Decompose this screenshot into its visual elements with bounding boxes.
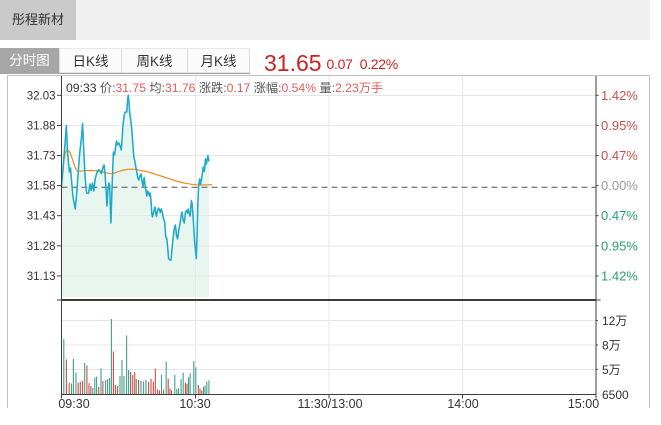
svg-text:15:00: 15:00: [568, 397, 599, 411]
svg-text:0.47%: 0.47%: [601, 208, 638, 223]
svg-text:11:30/13:00: 11:30/13:00: [297, 397, 362, 411]
svg-text:5万: 5万: [602, 363, 621, 377]
svg-text:31.58: 31.58: [27, 181, 56, 193]
svg-text:6500: 6500: [602, 388, 629, 402]
svg-text:31.28: 31.28: [27, 241, 56, 253]
svg-text:31.13: 31.13: [27, 271, 56, 283]
svg-text:32.03: 32.03: [27, 90, 56, 102]
svg-text:8万: 8万: [602, 339, 621, 353]
svg-text:1.42%: 1.42%: [601, 88, 638, 103]
svg-text:09:33 价:31.75 均:31.76 涨跌:0.17: 09:33 价:31.75 均:31.76 涨跌:0.17 涨幅:0.54% 量…: [66, 80, 383, 95]
svg-text:09:30: 09:30: [58, 397, 89, 411]
svg-text:31.43: 31.43: [27, 211, 56, 223]
svg-text:31.88: 31.88: [27, 120, 56, 132]
svg-text:0.95%: 0.95%: [601, 238, 638, 253]
svg-text:14:00: 14:00: [447, 397, 478, 411]
svg-text:0.95%: 0.95%: [601, 118, 638, 133]
svg-text:31.73: 31.73: [27, 151, 56, 163]
svg-text:0.00%: 0.00%: [601, 178, 638, 193]
svg-text:0.47%: 0.47%: [601, 148, 638, 163]
svg-text:10:30: 10:30: [179, 397, 210, 411]
svg-text:12万: 12万: [602, 314, 627, 328]
svg-text:1.42%: 1.42%: [601, 268, 638, 283]
